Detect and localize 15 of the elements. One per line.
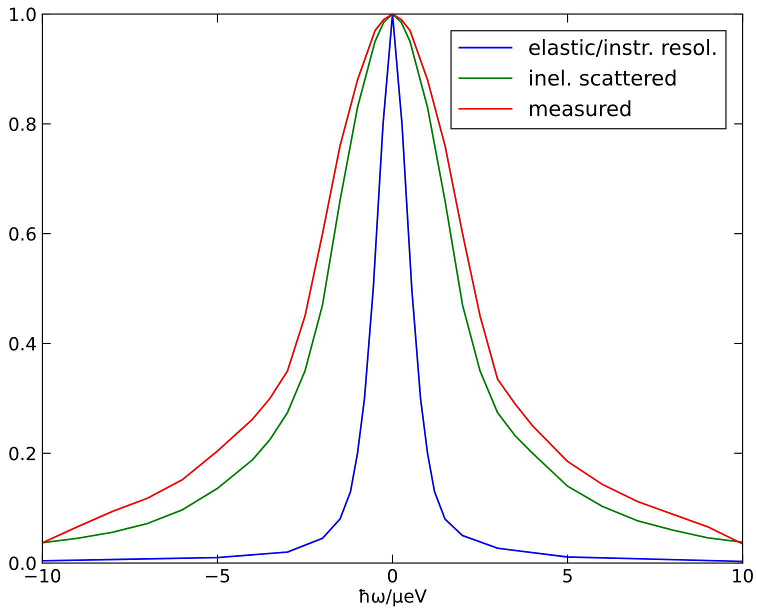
legend-label: elastic/instr. resol. bbox=[529, 39, 716, 57]
y-tick-label: 0.0 bbox=[9, 556, 36, 570]
x-tick-label: −5 bbox=[206, 569, 230, 583]
y-tick-label: 0.8 bbox=[9, 117, 36, 131]
x-tick-label: 0 bbox=[388, 568, 398, 583]
x-tick-label: −10 bbox=[25, 568, 60, 583]
y-tick-label: 1.0 bbox=[10, 8, 36, 22]
y-tick-label: 0.4 bbox=[9, 336, 36, 351]
x-axis-title: ħω/μeV bbox=[359, 588, 427, 606]
y-tick-label: 0.2 bbox=[9, 446, 36, 460]
legend-label: inel. scattered bbox=[530, 70, 676, 86]
y-tick-label: 0.6 bbox=[9, 227, 36, 241]
legend-label: measured bbox=[530, 100, 630, 116]
x-tick-label: 5 bbox=[563, 569, 572, 583]
x-tick-label: 10 bbox=[733, 568, 753, 583]
